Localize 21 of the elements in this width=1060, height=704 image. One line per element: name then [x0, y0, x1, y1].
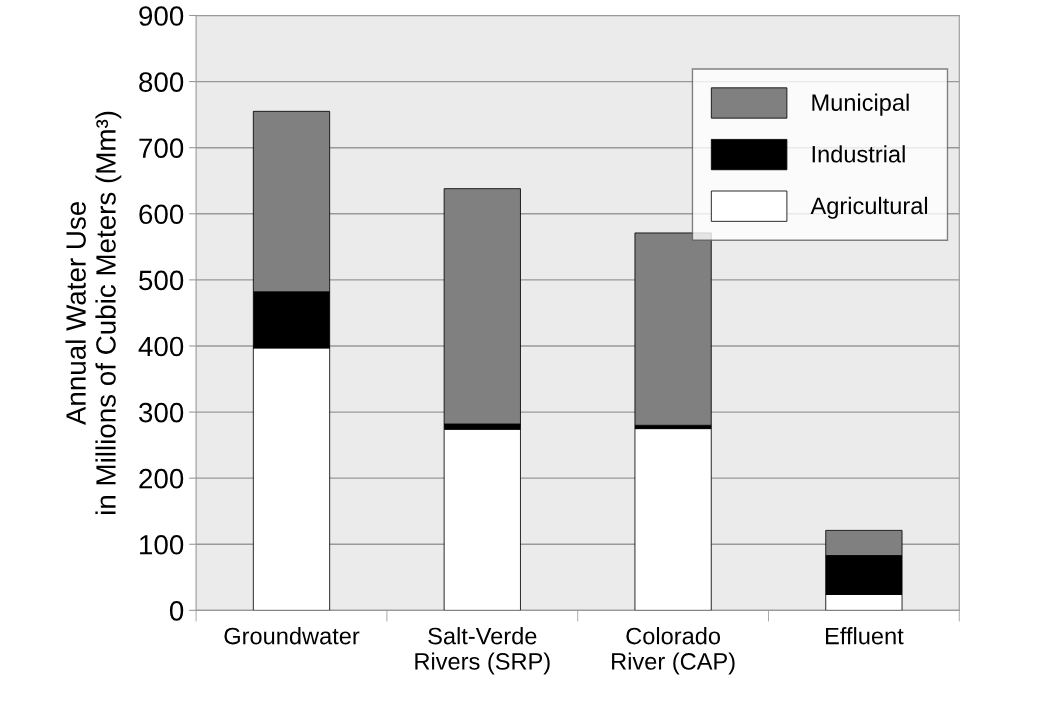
y-tick-label: 700 — [139, 138, 184, 159]
x-tick-label: Groundwater — [224, 627, 360, 645]
y-tick-label: 500 — [139, 270, 184, 291]
y-tick-label: 600 — [139, 204, 184, 225]
legend-label: Municipal — [812, 93, 909, 116]
x-tick-label: Effluent — [826, 627, 904, 645]
y-tick-label: 200 — [139, 468, 184, 489]
bar — [443, 428, 521, 611]
bar — [634, 232, 712, 426]
y-tick-label: 100 — [140, 534, 184, 555]
y-tick-label: 800 — [139, 72, 184, 92]
legend-label: Industrial — [812, 145, 905, 163]
y-tick-label: 300 — [139, 402, 184, 423]
legend-label: Agricultural — [810, 196, 928, 219]
x-tick-label: Colorado River (CAP) — [612, 627, 735, 675]
x-tick-label: Salt-Verde Rivers (SRP) — [415, 627, 550, 675]
y-tick-label: 900 — [139, 6, 184, 26]
y-tick-label: 0 — [169, 601, 184, 621]
y-axis-title: Annual Water Use in Millions of Cubic Meters (Mm³) — [65, 111, 122, 515]
bar — [634, 428, 712, 611]
y-tick-label: 400 — [138, 336, 184, 357]
